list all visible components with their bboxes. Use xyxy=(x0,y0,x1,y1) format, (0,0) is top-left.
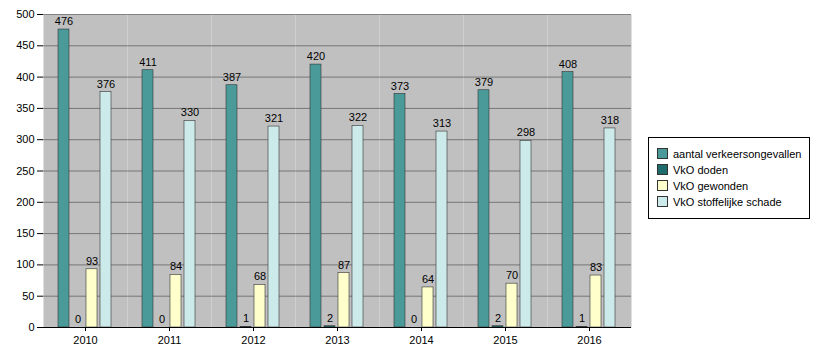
svg-text:420: 420 xyxy=(307,50,325,62)
svg-text:87: 87 xyxy=(338,259,350,271)
svg-text:84: 84 xyxy=(170,260,182,272)
svg-text:387: 387 xyxy=(223,71,241,83)
svg-text:376: 376 xyxy=(97,78,115,90)
svg-text:321: 321 xyxy=(265,112,283,124)
svg-text:200: 200 xyxy=(16,196,34,208)
svg-text:2015: 2015 xyxy=(493,334,517,346)
svg-text:0: 0 xyxy=(159,313,165,325)
svg-text:2: 2 xyxy=(327,312,333,324)
html-text:VkO stoffelijke schade: VkO stoffelijke schade xyxy=(673,195,782,208)
svg-text:300: 300 xyxy=(16,133,34,145)
html-text:aantal verkeersongevallen: aantal verkeersongevallen xyxy=(673,147,802,160)
svg-text:330: 330 xyxy=(181,106,199,118)
svg-text:2: 2 xyxy=(495,312,501,324)
svg-text:2016: 2016 xyxy=(577,334,601,346)
svg-text:0: 0 xyxy=(75,313,81,325)
svg-text:2013: 2013 xyxy=(325,334,349,346)
svg-text:298: 298 xyxy=(517,126,535,138)
svg-text:64: 64 xyxy=(422,273,434,285)
svg-text:450: 450 xyxy=(16,39,34,51)
svg-text:379: 379 xyxy=(475,76,493,88)
svg-text:400: 400 xyxy=(16,71,34,83)
svg-text:150: 150 xyxy=(16,227,34,239)
html-text:VkO doden: VkO doden xyxy=(673,163,728,176)
svg-text:1: 1 xyxy=(243,312,249,324)
svg-text:250: 250 xyxy=(16,165,34,177)
svg-text:2012: 2012 xyxy=(241,334,265,346)
svg-text:411: 411 xyxy=(139,56,157,68)
svg-text:70: 70 xyxy=(506,269,518,281)
svg-text:93: 93 xyxy=(86,255,98,267)
html-text:VkO gewonden: VkO gewonden xyxy=(673,179,749,192)
svg-text:350: 350 xyxy=(16,102,34,114)
svg-text:318: 318 xyxy=(601,114,619,126)
svg-text:50: 50 xyxy=(22,290,34,302)
svg-text:100: 100 xyxy=(16,258,34,270)
svg-text:476: 476 xyxy=(55,15,73,27)
svg-text:500: 500 xyxy=(16,8,34,20)
svg-text:2011: 2011 xyxy=(158,334,182,346)
svg-text:373: 373 xyxy=(391,80,409,92)
svg-text:0: 0 xyxy=(411,313,417,325)
svg-text:1: 1 xyxy=(579,312,585,324)
svg-text:68: 68 xyxy=(254,270,266,282)
svg-text:0: 0 xyxy=(28,321,34,333)
svg-text:83: 83 xyxy=(590,261,602,273)
svg-text:313: 313 xyxy=(433,117,451,129)
svg-text:2010: 2010 xyxy=(73,334,97,346)
svg-text:408: 408 xyxy=(559,58,577,70)
svg-text:2014: 2014 xyxy=(409,334,433,346)
svg-text:322: 322 xyxy=(349,111,367,123)
